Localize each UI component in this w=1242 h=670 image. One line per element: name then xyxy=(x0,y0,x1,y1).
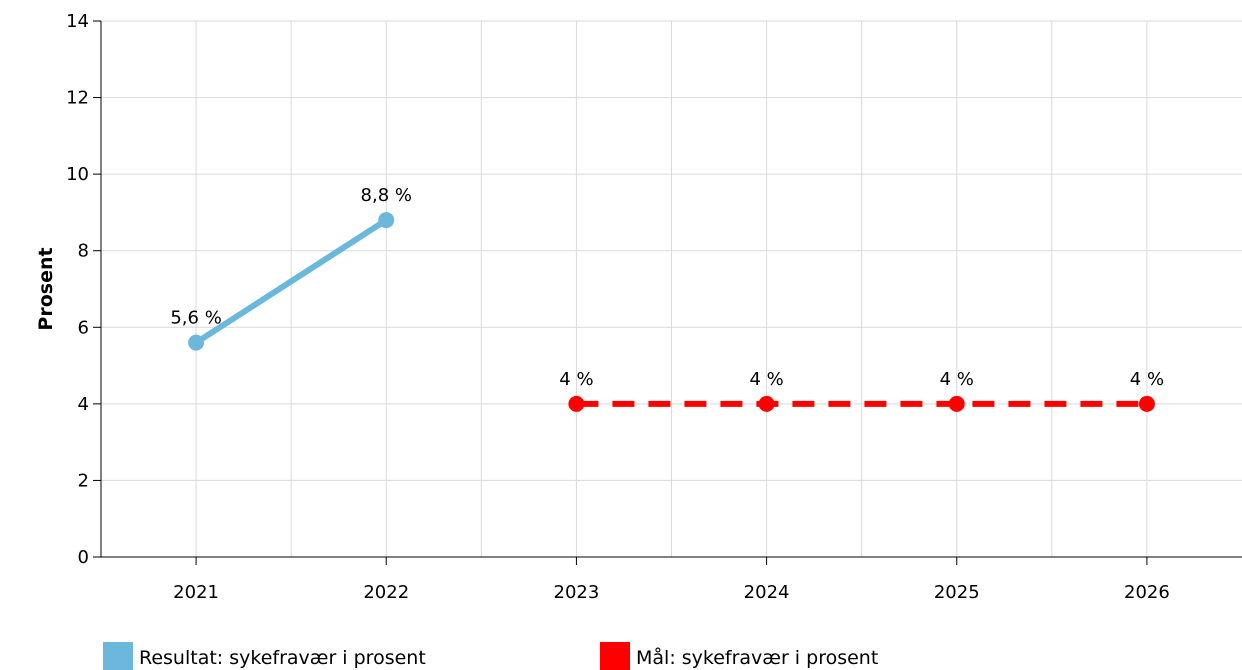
x-tick-label: 2023 xyxy=(554,582,600,603)
y-tick-label: 6 xyxy=(78,317,89,338)
legend-swatch xyxy=(103,642,133,670)
data-label: 8,8 % xyxy=(361,185,412,206)
data-labels: 5,6 % 8,8 % 4 % 4 % 4 % 4 % xyxy=(170,185,1164,390)
y-tick-label: 2 xyxy=(78,470,89,491)
y-tick-label: 10 xyxy=(66,164,89,185)
data-point[interactable] xyxy=(1139,396,1155,412)
data-label: 4 % xyxy=(559,369,593,390)
y-axis-label: Prosent xyxy=(35,247,57,330)
legend: Resultat: sykefravær i prosent Mål: sykef… xyxy=(103,642,878,670)
x-tick-label: 2022 xyxy=(363,582,409,603)
data-point[interactable] xyxy=(378,212,394,228)
axes: 0 2 4 6 8 10 12 14 2021 2022 2023 2024 2025 2026 xyxy=(66,11,1242,603)
legend-label: Resultat: sykefravær i prosent xyxy=(139,647,426,669)
legend-swatch xyxy=(600,642,630,670)
y-tick-label: 0 xyxy=(78,547,89,568)
x-tick-label: 2021 xyxy=(173,582,219,603)
x-tick-label: 2025 xyxy=(934,582,980,603)
x-tick-label: 2026 xyxy=(1124,582,1170,603)
legend-label: Mål: sykefravær i prosent xyxy=(636,646,878,669)
data-label: 4 % xyxy=(749,369,783,390)
x-tick-label: 2024 xyxy=(744,582,790,603)
data-point[interactable] xyxy=(759,396,775,412)
data-point[interactable] xyxy=(949,396,965,412)
data-point[interactable] xyxy=(568,396,584,412)
y-tick-label: 8 xyxy=(78,241,89,262)
data-label: 5,6 % xyxy=(170,308,221,329)
y-tick-label: 4 xyxy=(78,394,89,415)
y-tick-label: 14 xyxy=(66,11,89,32)
data-point[interactable] xyxy=(188,335,204,351)
data-label: 4 % xyxy=(1130,369,1164,390)
y-tick-label: 12 xyxy=(66,88,89,109)
grid xyxy=(101,21,1242,557)
data-label: 4 % xyxy=(940,369,974,390)
